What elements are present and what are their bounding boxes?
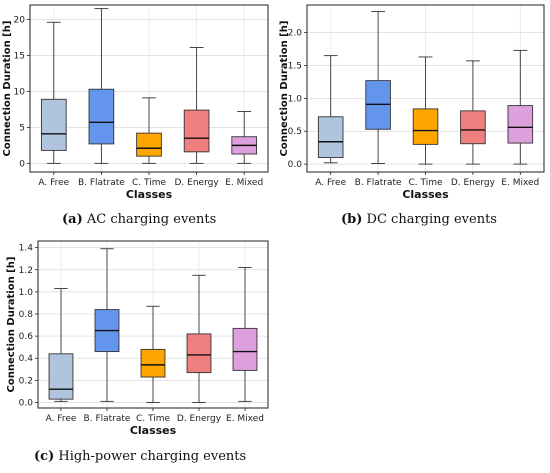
box-3 [412, 108, 439, 145]
ytick-label: 1.5 [288, 61, 302, 71]
xtick-label: A. Free [315, 178, 346, 188]
x-axis-label: Classes [402, 188, 449, 201]
caption-letter: (a) [62, 212, 83, 227]
ytick-label: 0.0 [288, 160, 303, 170]
ytick-label: 0.2 [19, 376, 33, 386]
x-axis-label: Classes [126, 188, 173, 201]
caption-ac: (a) AC charging events [62, 212, 216, 227]
xtick-label: A. Free [38, 178, 69, 188]
caption-text: DC charging events [362, 212, 497, 227]
caption-text: High-power charging events [54, 449, 247, 464]
ytick-label: 1.0 [288, 94, 303, 104]
xtick-label: E. Mixed [225, 178, 263, 188]
box-2 [88, 88, 115, 145]
chart-ac: 0 5 10 15 20 A. Free B. Flatrate C. Time D. Ener… [2, 4, 269, 201]
box-5 [232, 327, 258, 371]
box-3 [140, 348, 166, 378]
ytick-label: 0.0 [19, 398, 34, 408]
ytick-label: 0.6 [19, 332, 34, 342]
xtick-label: E. Mixed [226, 414, 264, 424]
y-axis-label: Connection Duration [h] [6, 257, 17, 393]
caption-high-power: (c) High-power charging events [34, 449, 246, 464]
xtick-label: B. Flatrate [355, 178, 402, 188]
xtick-label: E. Mixed [501, 178, 539, 188]
box-4 [186, 333, 212, 374]
box-1 [317, 116, 344, 158]
ytick-label: 5 [19, 123, 25, 133]
ytick-label: 0.8 [19, 310, 34, 320]
ytick-label: 0.4 [19, 354, 34, 364]
xtick-label: D. Energy [451, 178, 496, 188]
ytick-label: 1.2 [19, 266, 33, 276]
box-4 [460, 110, 486, 145]
ytick-label: 1.4 [19, 244, 34, 254]
ytick-label: 10 [14, 87, 26, 97]
box-4 [183, 109, 210, 153]
caption-letter: (c) [34, 449, 55, 464]
xtick-label: D. Energy [175, 178, 220, 188]
ytick-label: 0 [19, 159, 25, 169]
box-3 [136, 132, 162, 157]
caption-letter: (b) [341, 212, 363, 227]
xtick-label: C. Time [408, 178, 442, 188]
y-axis-label: Connection Duration [h] [279, 21, 290, 157]
box-5 [507, 105, 534, 144]
xtick-label: D. Energy [177, 414, 222, 424]
ytick-label: 20 [14, 15, 26, 25]
ytick-label: 15 [14, 51, 25, 61]
box-1 [48, 353, 74, 400]
xtick-label: B. Flatrate [84, 414, 131, 424]
xtick-label: B. Flatrate [78, 178, 125, 188]
box-1 [40, 98, 67, 151]
ytick-label: 0.5 [288, 127, 302, 137]
caption-text: AC charging events [82, 212, 217, 227]
caption-dc: (b) DC charging events [341, 212, 497, 227]
chart-dc: 0.0 0.5 1.0 1.5 2.0 A. Free B. Flatrate C. Time… [279, 4, 545, 201]
xtick-label: C. Time [136, 414, 170, 424]
xtick-label: C. Time [132, 178, 166, 188]
x-axis-label: Classes [130, 424, 177, 437]
y-axis-label: Connection Duration [h] [2, 21, 13, 157]
ytick-label: 2.0 [288, 29, 303, 39]
xtick-label: A. Free [46, 414, 77, 424]
ytick-label: 1.0 [19, 288, 34, 298]
chart-high-power: 0.0 0.2 0.4 0.6 0.8 1.0 1.2 1.4 A. Free B. Flatra… [6, 240, 269, 437]
